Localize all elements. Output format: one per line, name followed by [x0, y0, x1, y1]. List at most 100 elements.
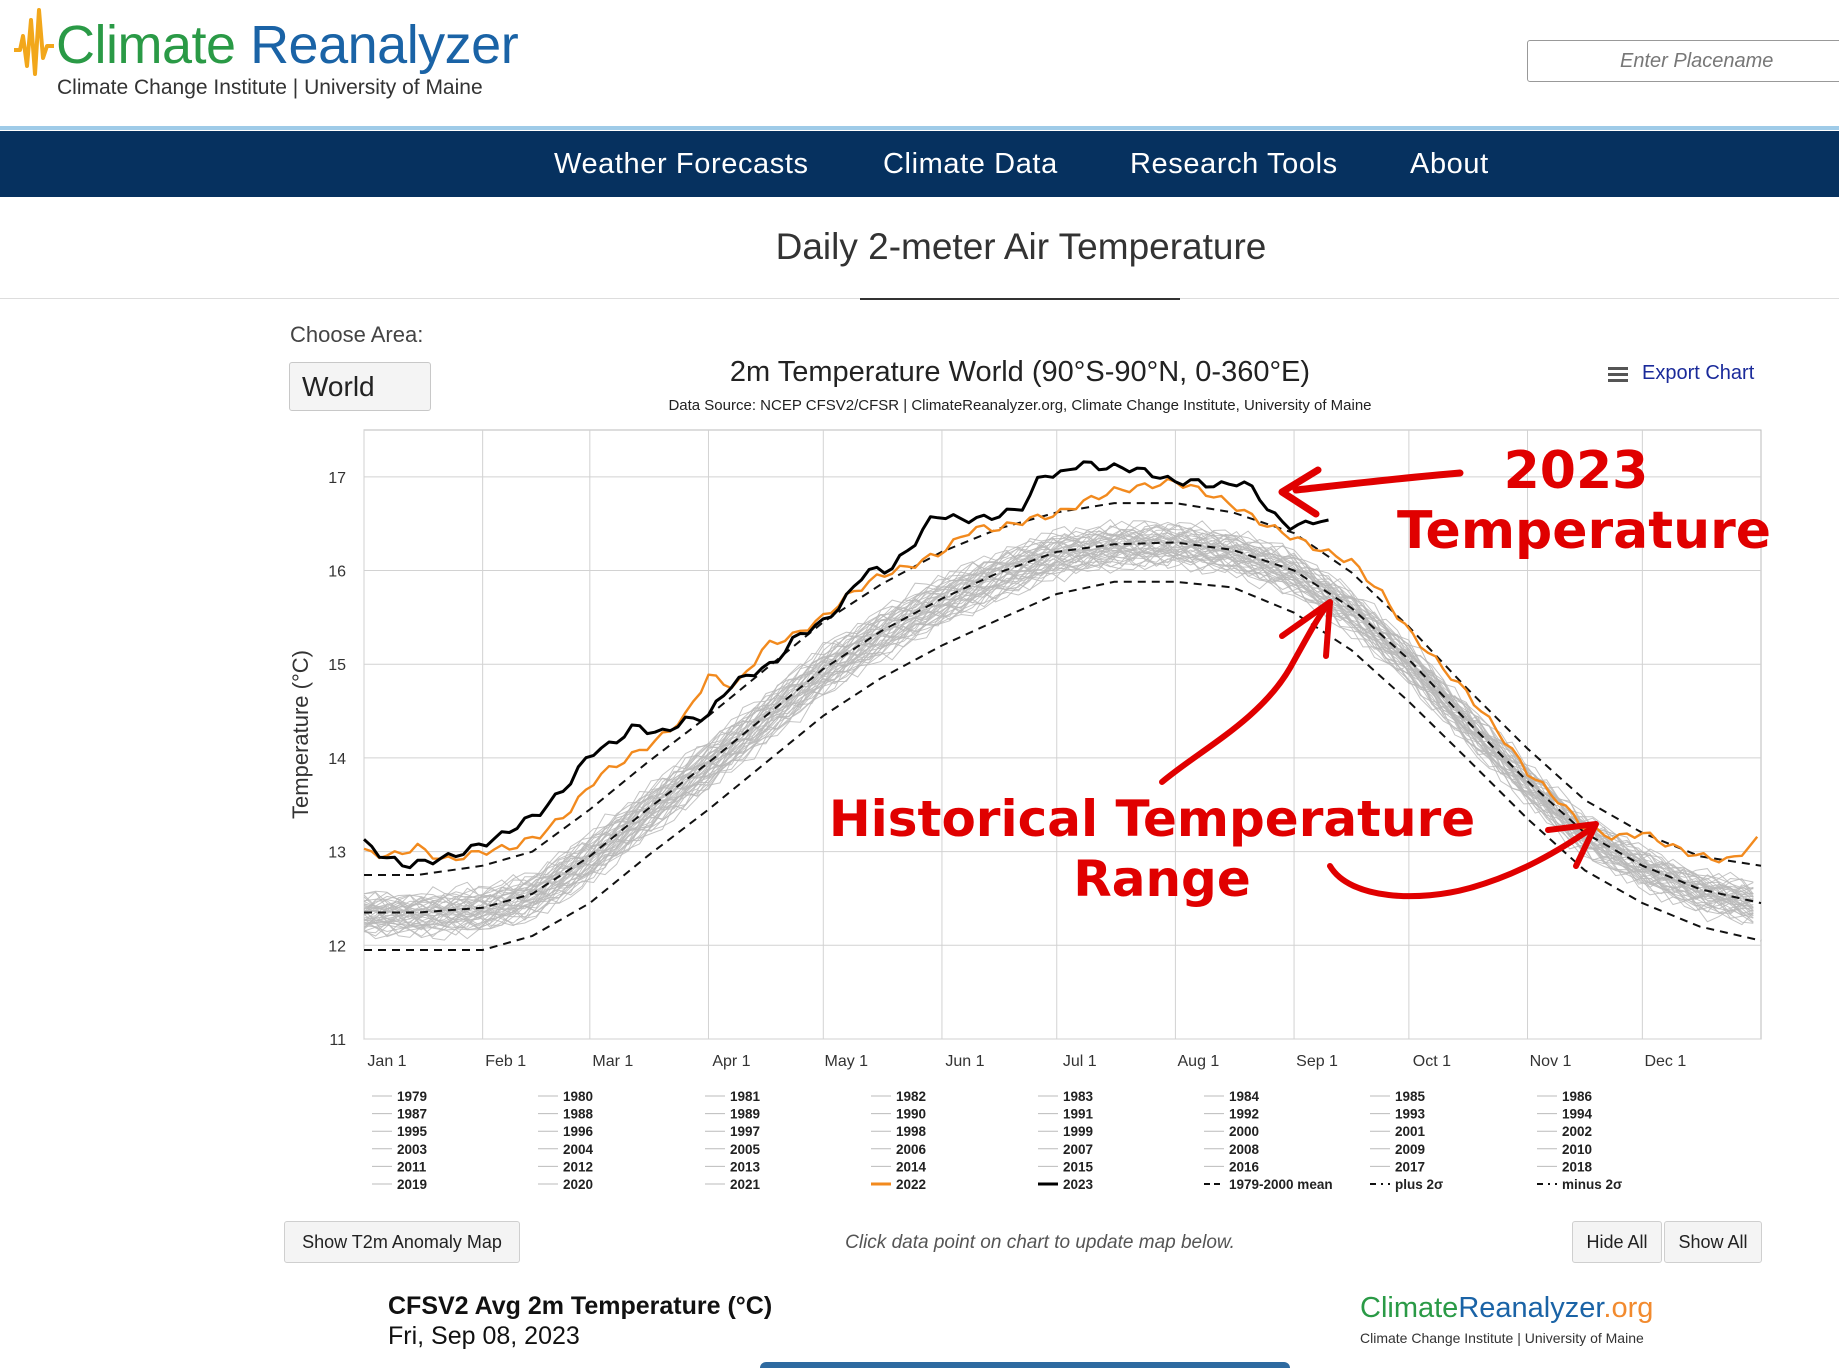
- chart-source: Data Source: NCEP CFSV2/CFSR | ClimateRe…: [668, 397, 1372, 414]
- legend-item-1992[interactable]: 1992: [1229, 1107, 1259, 1122]
- x-tick-label: Dec 1: [1644, 1053, 1686, 1070]
- legend-item-2003[interactable]: 2003: [397, 1142, 428, 1157]
- legend-item-2013[interactable]: 2013: [730, 1159, 761, 1174]
- legend-item-1999[interactable]: 1999: [1063, 1124, 1093, 1139]
- legend-item-2007[interactable]: 2007: [1063, 1142, 1093, 1157]
- legend-item-1998[interactable]: 1998: [896, 1124, 927, 1139]
- show-anomaly-map-button[interactable]: Show T2m Anomaly Map: [284, 1221, 520, 1263]
- legend-item-2020[interactable]: 2020: [563, 1177, 593, 1192]
- legend-item-1994[interactable]: 1994: [1562, 1107, 1593, 1122]
- area-select[interactable]: World: [289, 362, 431, 411]
- arrow-to-history-upper: [1159, 601, 1331, 785]
- page-title: Daily 2-meter Air Temperature: [775, 226, 1267, 267]
- legend-item-1997[interactable]: 1997: [730, 1124, 760, 1139]
- history-line-2003: [363, 534, 1754, 925]
- nav-about[interactable]: About: [1410, 148, 1489, 180]
- legend-item-2023[interactable]: 2023: [1063, 1177, 1094, 1192]
- legend-item-1987[interactable]: 1987: [397, 1107, 427, 1122]
- legend-item-2009[interactable]: 2009: [1395, 1142, 1425, 1157]
- y-tick-label: 17: [328, 470, 346, 487]
- y-tick-label: 14: [328, 751, 346, 768]
- legend-item-2017[interactable]: 2017: [1395, 1159, 1425, 1174]
- legend-item-2011[interactable]: 2011: [397, 1159, 427, 1174]
- history-line-2018: [363, 520, 1754, 909]
- legend-item-2018[interactable]: 2018: [1562, 1159, 1593, 1174]
- legend-item-1981[interactable]: 1981: [730, 1089, 761, 1104]
- history-line-2010: [363, 529, 1754, 918]
- x-tick-label: Apr 1: [712, 1053, 750, 1070]
- legend-item-1991[interactable]: 1991: [1063, 1107, 1094, 1122]
- hide-all-button[interactable]: Hide All: [1572, 1221, 1662, 1263]
- plot-area: [363, 429, 1762, 1040]
- legend-item-2005[interactable]: 2005: [730, 1142, 761, 1157]
- legend-item-minus 2σ[interactable]: minus 2σ: [1562, 1177, 1622, 1192]
- legend-item-2010[interactable]: 2010: [1562, 1142, 1592, 1157]
- legend-item-1989[interactable]: 1989: [730, 1107, 760, 1122]
- legend-item-1995[interactable]: 1995: [397, 1124, 428, 1139]
- y-tick-label: 16: [328, 564, 346, 581]
- map-date: Fri, Sep 08, 2023: [388, 1322, 580, 1350]
- site-logo-title[interactable]: Climate Reanalyzer: [56, 14, 519, 76]
- header-divider: [0, 126, 1839, 130]
- legend-item-2008[interactable]: 2008: [1229, 1142, 1260, 1157]
- legend-item-2006[interactable]: 2006: [896, 1142, 927, 1157]
- legend-item-1996[interactable]: 1996: [563, 1124, 594, 1139]
- legend-item-1979-2000 mean[interactable]: 1979-2000 mean: [1229, 1177, 1333, 1192]
- show-all-button[interactable]: Show All: [1664, 1221, 1762, 1263]
- map-logo-climate: Climate: [1360, 1292, 1459, 1324]
- chart-hint: Click data point on chart to update map …: [845, 1232, 1235, 1253]
- map-logo-subtitle: Climate Change Institute | University of…: [1360, 1330, 1644, 1346]
- legend-item-2019[interactable]: 2019: [397, 1177, 427, 1192]
- nav-weather-forecasts[interactable]: Weather Forecasts: [554, 148, 809, 180]
- placename-search-input[interactable]: [1527, 40, 1839, 82]
- legend-item-1984[interactable]: 1984: [1229, 1089, 1260, 1104]
- legend-item-2002[interactable]: 2002: [1562, 1124, 1592, 1139]
- legend-item-plus 2σ[interactable]: plus 2σ: [1395, 1177, 1443, 1192]
- x-tick-label: Nov 1: [1530, 1053, 1572, 1070]
- x-tick-label: Aug 1: [1178, 1053, 1220, 1070]
- map-logo-org: .org: [1603, 1292, 1654, 1324]
- legend-item-1980[interactable]: 1980: [563, 1089, 593, 1104]
- main-nav: [0, 131, 1839, 197]
- x-tick-label: Mar 1: [592, 1053, 633, 1070]
- legend-item-2001[interactable]: 2001: [1395, 1124, 1426, 1139]
- history-line-2020: [363, 521, 1754, 910]
- legend-item-1990[interactable]: 1990: [896, 1107, 926, 1122]
- legend-item-2022[interactable]: 2022: [896, 1177, 926, 1192]
- series-line-2023[interactable]: [362, 460, 1329, 870]
- climate-reanalyzer-logo: ClimateReanalyzer.org: [1360, 1292, 1653, 1325]
- map-logo-reanalyzer: Reanalyzer: [1458, 1292, 1604, 1324]
- annotation-range-label: Range: [1073, 850, 1251, 908]
- legend-item-1983[interactable]: 1983: [1063, 1089, 1094, 1104]
- legend-item-2016[interactable]: 2016: [1229, 1159, 1260, 1174]
- nav-research-tools[interactable]: Research Tools: [1130, 148, 1338, 180]
- annotation-temperature-label: Temperature: [1397, 501, 1771, 561]
- logo-title-climate: Climate: [56, 15, 236, 75]
- y-tick-label: 11: [329, 1032, 346, 1049]
- legend-item-2000[interactable]: 2000: [1229, 1124, 1259, 1139]
- history-line-2014: [363, 520, 1754, 917]
- arrowhead-2023: [1278, 466, 1322, 518]
- legend-item-1993[interactable]: 1993: [1395, 1107, 1426, 1122]
- x-tick-label: Feb 1: [485, 1053, 526, 1070]
- annotation-2023-label: 2023: [1504, 441, 1649, 501]
- export-chart-button[interactable]: Export Chart: [1608, 362, 1754, 385]
- legend-item-2015[interactable]: 2015: [1063, 1159, 1094, 1174]
- legend-item-1988[interactable]: 1988: [563, 1107, 594, 1122]
- legend-item-2021[interactable]: 2021: [730, 1177, 761, 1192]
- legend-item-2012[interactable]: 2012: [563, 1159, 593, 1174]
- legend-item-1979[interactable]: 1979: [397, 1089, 427, 1104]
- arrow-to-2023-line: [1292, 469, 1464, 494]
- legend-item-2014[interactable]: 2014: [896, 1159, 927, 1174]
- choose-area-label: Choose Area:: [290, 322, 424, 347]
- arrowhead-history-upper: [1279, 599, 1333, 659]
- title-underline: [860, 298, 1180, 300]
- legend-item-1986[interactable]: 1986: [1562, 1089, 1593, 1104]
- nav-climate-data[interactable]: Climate Data: [883, 148, 1058, 180]
- y-axis-label: Temperature (°C): [288, 650, 313, 819]
- legend-item-1985[interactable]: 1985: [1395, 1089, 1426, 1104]
- legend-item-2004[interactable]: 2004: [563, 1142, 594, 1157]
- legend-item-1982[interactable]: 1982: [896, 1089, 926, 1104]
- series-line-2022[interactable]: [363, 477, 1759, 864]
